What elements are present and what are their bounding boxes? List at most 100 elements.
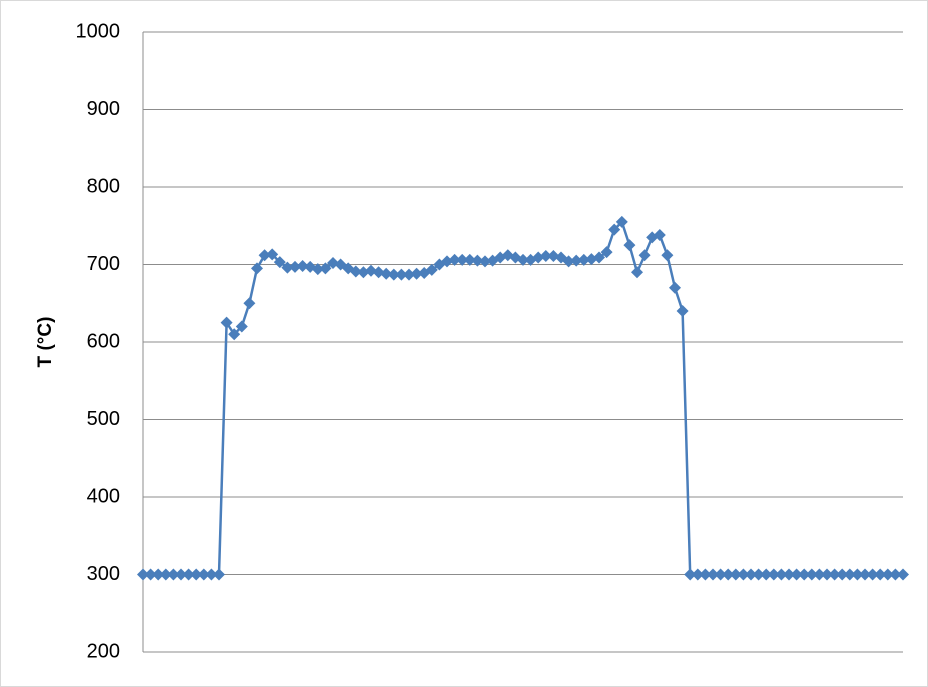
data-marker [152,568,165,581]
data-marker [821,568,833,581]
data-marker [737,568,750,581]
data-marker [623,239,636,252]
data-marker [167,568,180,581]
data-marker [783,568,795,581]
data-marker [707,568,719,581]
data-marker [805,568,818,581]
y-tick-label: 400 [87,485,120,507]
data-marker [319,262,332,275]
data-marker [220,316,233,329]
data-marker [843,568,856,581]
data-marker [501,249,514,262]
data-marker [570,254,583,267]
data-marker [691,568,704,581]
y-tick-label: 700 [87,253,120,275]
data-marker [631,266,643,279]
data-marker [327,256,339,269]
data-marker [190,568,203,581]
data-marker [798,568,811,581]
data-marker [403,268,415,281]
y-tick-label: 800 [87,175,120,197]
data-marker [281,261,294,274]
data-marker [653,229,666,242]
data-marker [600,246,613,259]
data-marker [790,568,803,581]
data-marker [517,253,529,266]
data-marker [159,568,172,581]
data-marker [714,568,727,581]
data-marker [448,253,461,266]
data-marker [775,568,788,581]
data-marker [144,568,157,581]
y-axis-title: T (°C) [35,317,56,368]
data-marker [273,256,286,269]
data-marker [357,266,370,279]
data-marker [471,254,484,267]
data-marker [638,249,651,262]
y-tick-label: 900 [87,98,120,120]
data-marker [585,253,598,266]
data-marker [532,251,545,264]
data-marker [365,264,377,277]
data-marker [175,568,187,581]
data-marker [266,248,279,261]
data-marker [889,568,902,581]
data-marker [547,249,560,262]
data-marker [289,260,301,273]
data-marker [722,568,735,581]
data-marker [372,266,385,279]
y-tick-label: 500 [87,408,120,430]
data-marker [851,568,864,581]
data-marker [387,268,400,281]
data-marker [539,249,552,262]
data-marker [874,568,887,581]
data-marker [760,568,773,581]
data-marker [235,320,248,333]
data-marker [608,223,621,236]
data-marker [813,568,826,581]
data-marker [745,568,757,581]
data-marker [410,267,423,280]
data-marker [243,297,256,310]
data-marker [349,265,362,278]
data-marker [137,568,149,581]
data-marker [577,253,590,266]
data-marker [661,249,674,262]
data-marker [859,568,871,581]
data-marker [258,249,271,262]
data-marker [296,260,309,273]
data-marker [767,568,780,581]
data-marker [752,568,765,581]
data-marker [615,215,628,228]
data-marker [866,568,879,581]
data-marker [456,253,469,266]
data-marker [395,268,408,281]
data-marker [463,253,476,266]
y-tick-label: 300 [87,563,120,585]
data-marker [562,255,575,268]
data-marker [828,568,841,581]
data-marker [251,262,263,275]
data-marker [380,267,393,280]
data-marker [836,568,849,581]
data-marker [669,281,681,294]
y-tick-label: 200 [87,640,120,662]
data-marker [881,568,894,581]
y-tick-label: 600 [87,330,120,352]
data-marker [425,263,438,276]
data-marker [228,328,241,341]
data-marker [311,263,324,276]
data-marker [205,568,218,581]
data-marker [684,568,697,581]
data-marker [479,255,491,268]
data-marker [729,568,742,581]
data-marker [441,255,453,268]
data-marker [197,568,210,581]
data-marker [699,568,712,581]
data-marker [182,568,195,581]
data-marker [676,305,689,317]
data-marker [897,568,909,581]
y-tick-label: 1000 [76,20,121,42]
